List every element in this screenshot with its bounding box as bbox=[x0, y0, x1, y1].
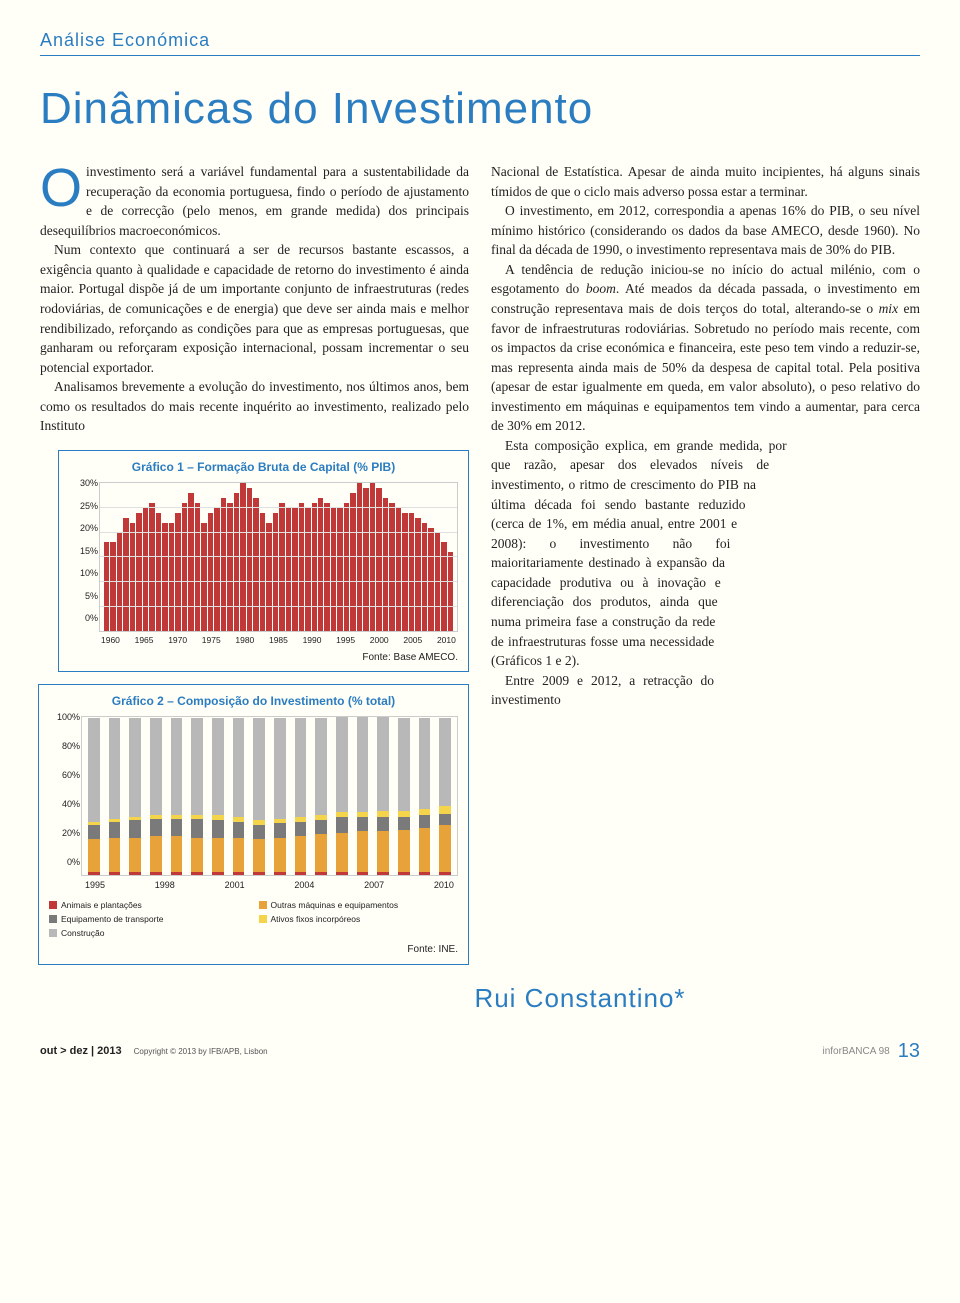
chart2-yaxis: 100%80%60%40%20%0% bbox=[50, 711, 80, 869]
chart2-source: Fonte: INE. bbox=[49, 943, 458, 958]
chart1-plot: 30%25%20%15%10%5%0% bbox=[99, 482, 458, 632]
p1-text: investimento será a variável fundamental… bbox=[40, 164, 469, 238]
article-title: Dinâmicas do Investimento bbox=[40, 84, 920, 134]
footer-brand: inforBANCA 98 bbox=[822, 1046, 889, 1057]
footer-copyright: Copyright © 2013 by IFB/APB, Lisbon bbox=[134, 1047, 268, 1056]
chart2-title: Gráfico 2 – Composição do Investimento (… bbox=[49, 693, 458, 710]
chart1-source: Fonte: Base AMECO. bbox=[69, 651, 458, 666]
legend-4: Ativos fixos incorpóreos bbox=[271, 913, 361, 925]
legend-1: Animais e plantações bbox=[61, 899, 142, 911]
column-left: Oinvestimento será a variável fundamenta… bbox=[40, 162, 469, 965]
chart1-yaxis: 30%25%20%15%10%5%0% bbox=[70, 477, 98, 625]
column-right: Nacional de Estatística. Apesar de ainda… bbox=[491, 162, 920, 965]
legend-3: Equipamento de transporte bbox=[61, 913, 164, 925]
chart1-card: Gráfico 1 – Formação Bruta de Capital (%… bbox=[58, 450, 469, 672]
chart1-xaxis: 1960196519701975198019851990199520002005… bbox=[99, 634, 458, 646]
footer-issue: out > dez | 2013 bbox=[40, 1045, 122, 1057]
author-name: Rui Constantino* bbox=[240, 983, 920, 1014]
page-number: 13 bbox=[898, 1040, 920, 1063]
page-footer: out > dez | 2013 Copyright © 2013 by IFB… bbox=[40, 1040, 920, 1063]
legend-5: Construção bbox=[61, 927, 104, 939]
chart2-card: Gráfico 2 – Composição do Investimento (… bbox=[38, 684, 469, 965]
p2: Num contexto que continuará a ser de rec… bbox=[40, 240, 469, 377]
p1: Oinvestimento será a variável fundamenta… bbox=[40, 162, 469, 240]
c2-p2: O investimento, em 2012, correspondia a … bbox=[491, 201, 920, 260]
section-header: Análise Económica bbox=[40, 30, 920, 56]
dropcap: O bbox=[40, 162, 86, 212]
chart1-title: Gráfico 1 – Formação Bruta de Capital (%… bbox=[69, 459, 458, 476]
p3: Analisamos brevemente a evolução do inve… bbox=[40, 377, 469, 436]
chart2-plot: 100%80%60%40%20%0% bbox=[81, 716, 458, 876]
chart2-xaxis: 199519982001200420072010 bbox=[81, 879, 458, 892]
chart2-legend: Animais e plantações Outras máquinas e e… bbox=[49, 899, 458, 940]
legend-2: Outras máquinas e equipamentos bbox=[271, 899, 399, 911]
c2-p3: A tendência de redução iniciou-se no iní… bbox=[491, 260, 920, 436]
c2-p1: Nacional de Estatística. Apesar de ainda… bbox=[491, 162, 920, 201]
